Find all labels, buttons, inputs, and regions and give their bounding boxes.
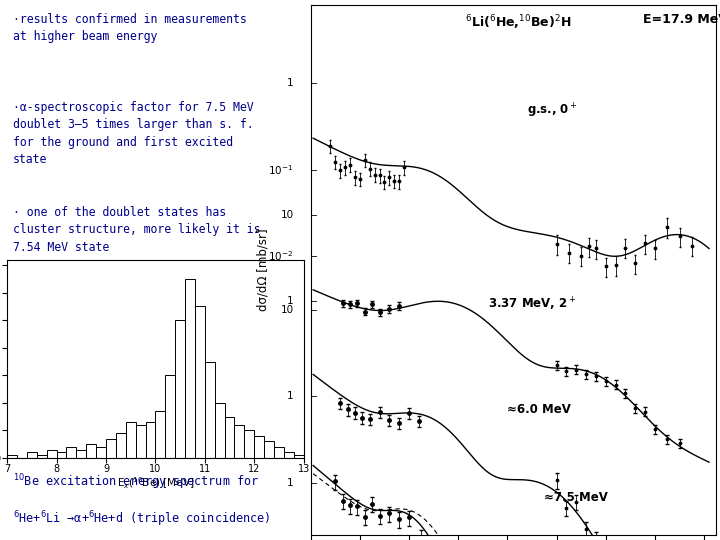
- Text: g.s., 0$^+$: g.s., 0$^+$: [527, 102, 578, 120]
- Bar: [294, 455, 304, 458]
- Bar: [175, 320, 185, 458]
- Text: 1: 1: [287, 78, 294, 89]
- Bar: [156, 411, 166, 458]
- Text: ≈6.0 MeV: ≈6.0 MeV: [508, 403, 571, 416]
- Bar: [96, 447, 106, 458]
- Bar: [37, 455, 47, 458]
- Text: 1: 1: [287, 296, 294, 306]
- Text: · one of the doublet states has
cluster structure, more likely it is
7.54 MeV st: · one of the doublet states has cluster …: [13, 206, 261, 254]
- X-axis label: E$_x$($^{10}$Be) [MeV]: E$_x$($^{10}$Be) [MeV]: [117, 476, 194, 491]
- Bar: [264, 442, 274, 458]
- Bar: [225, 417, 235, 458]
- Text: 10: 10: [280, 210, 294, 220]
- Text: 10: 10: [280, 305, 294, 315]
- Text: $^{10}$Be excitation energy spectrum for: $^{10}$Be excitation energy spectrum for: [13, 472, 259, 492]
- Bar: [116, 433, 126, 458]
- Bar: [244, 430, 254, 458]
- Bar: [7, 455, 17, 458]
- Bar: [284, 453, 294, 458]
- Bar: [126, 422, 135, 458]
- Bar: [47, 450, 57, 458]
- Text: 10$^{-1}$: 10$^{-1}$: [268, 163, 294, 177]
- Bar: [145, 422, 156, 458]
- Bar: [135, 425, 145, 458]
- Text: $^{6}$Li($^{6}$He,$^{10}$Be)$^{2}$H: $^{6}$Li($^{6}$He,$^{10}$Be)$^{2}$H: [465, 14, 571, 32]
- Text: ≈7.5 MeV: ≈7.5 MeV: [544, 491, 608, 504]
- Bar: [57, 453, 66, 458]
- Bar: [76, 450, 86, 458]
- Bar: [235, 425, 244, 458]
- Bar: [86, 444, 96, 458]
- Text: 1: 1: [287, 477, 294, 488]
- Text: $^{6}$He+$^{6}$Li →α+$^{6}$He+d (triple coincidence): $^{6}$He+$^{6}$Li →α+$^{6}$He+d (triple …: [13, 509, 270, 529]
- Bar: [27, 453, 37, 458]
- Text: 10$^{-2}$: 10$^{-2}$: [269, 249, 294, 263]
- Bar: [66, 447, 76, 458]
- Text: ·results confirmed in measurements
at higher beam energy: ·results confirmed in measurements at hi…: [13, 13, 247, 43]
- Bar: [215, 403, 225, 458]
- Text: 3.37 MeV, 2$^+$: 3.37 MeV, 2$^+$: [487, 295, 576, 313]
- Bar: [106, 438, 116, 458]
- Text: E=17.9 MeV: E=17.9 MeV: [644, 14, 720, 26]
- Bar: [185, 279, 195, 458]
- Bar: [254, 436, 264, 458]
- Bar: [274, 447, 284, 458]
- Bar: [166, 375, 175, 458]
- Text: 1: 1: [287, 391, 294, 401]
- Bar: [195, 306, 205, 458]
- Y-axis label: dσ/dΩ [mb/sr]: dσ/dΩ [mb/sr]: [256, 228, 269, 312]
- Bar: [205, 362, 215, 458]
- Text: ·α-spectroscopic factor for 7.5 MeV
doublet 3–5 times larger than s. f.
for the : ·α-spectroscopic factor for 7.5 MeV doub…: [13, 100, 253, 166]
